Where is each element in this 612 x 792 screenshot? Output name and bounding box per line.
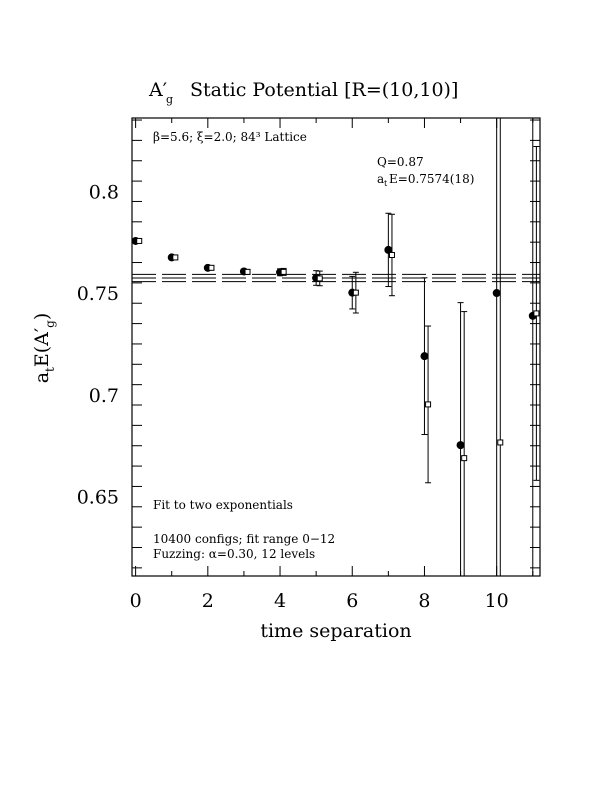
y-label-g-subscript: g	[43, 320, 57, 328]
y-tick-labels: 0.65 0.7 0.75 0.8	[77, 181, 119, 508]
y-axis-label-text: atE(A′g)	[31, 313, 57, 384]
plot-frame	[131, 117, 541, 577]
fit-type-annotation: Fit to two exponentials	[153, 498, 293, 512]
data-point-square	[352, 289, 359, 296]
x-tick-label: 6	[346, 590, 358, 612]
data-point-circle	[420, 352, 429, 361]
data-point-square	[316, 275, 323, 282]
data-point-circle	[492, 289, 501, 298]
energy-a: a	[377, 172, 384, 186]
data-point-square	[497, 439, 504, 446]
x-tick-label: 10	[485, 590, 509, 612]
data-point-square	[461, 455, 468, 462]
title-subscript: g	[166, 93, 173, 106]
data-point-square	[388, 251, 395, 258]
fit-band	[132, 273, 540, 283]
y-tick-label: 0.65	[77, 487, 119, 509]
q-value-annotation: Q=0.87	[377, 155, 424, 169]
y-label-e: E(A′	[31, 328, 53, 367]
title-symbol: A′	[148, 79, 167, 101]
energy-annotation: a t E=0.7574(18)	[377, 172, 474, 188]
data-point-square	[172, 254, 179, 261]
x-tick-labels: 0 2 4 6 8 10	[130, 590, 509, 612]
data-points	[131, 118, 540, 576]
y-tick-label: 0.7	[89, 385, 119, 407]
y-axis-label: atE(A′g)	[31, 313, 57, 384]
energy-t-subscript: t	[384, 179, 388, 188]
y-tick-label: 0.8	[89, 181, 119, 203]
configs-annotation: 10400 configs; fit range 0−12	[153, 532, 335, 546]
y-tick-label: 0.75	[77, 283, 119, 305]
y-label-a: a	[31, 372, 53, 383]
y-label-close: )	[31, 313, 53, 320]
data-point-square	[425, 401, 432, 408]
y-label-t-subscript: t	[43, 367, 57, 372]
data-point-circle	[384, 245, 393, 254]
energy-rest: E=0.7574(18)	[389, 172, 474, 186]
fuzzing-annotation: Fuzzing: α=0.30, 12 levels	[153, 547, 315, 561]
title-text: Static Potential [R=(10,10)]	[190, 79, 458, 101]
lattice-annotation: β=5.6; ξ=2.0; 84³ Lattice	[153, 130, 307, 144]
x-tick-label: 2	[202, 590, 214, 612]
x-axis-label: time separation	[260, 620, 411, 642]
x-tick-label: 4	[274, 590, 286, 612]
x-tick-label: 0	[130, 590, 142, 612]
data-point-circle	[456, 441, 465, 450]
data-point-square	[136, 237, 143, 244]
data-point-square	[533, 310, 540, 317]
data-point-square	[280, 268, 287, 275]
data-point-square	[244, 268, 251, 275]
x-tick-label: 8	[418, 590, 430, 612]
chart-title: A′ g Static Potential [R=(10,10)]	[148, 79, 458, 106]
data-point-square	[208, 264, 215, 271]
